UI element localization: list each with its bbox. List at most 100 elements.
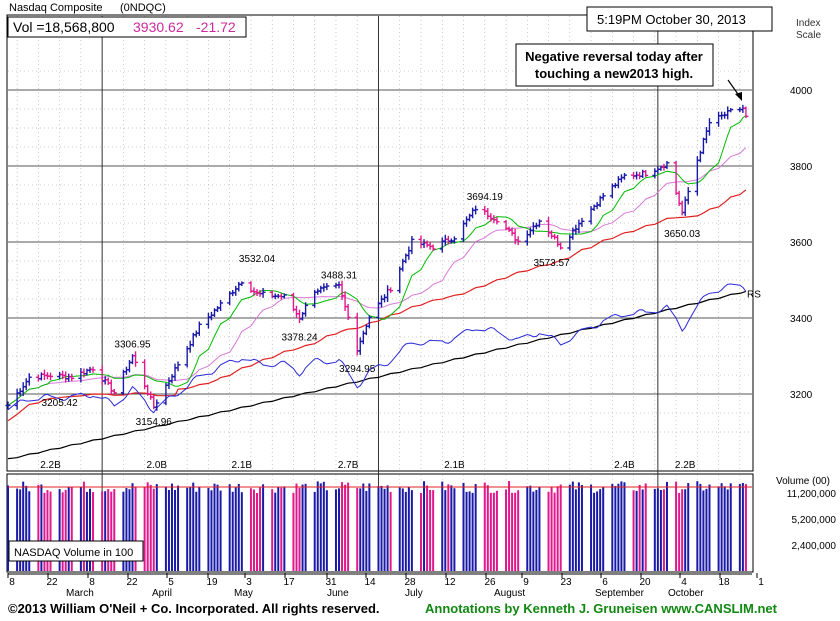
price-bar [111,388,117,395]
volume-bar [174,489,177,571]
volume-bar [19,489,22,571]
volume-bar [641,489,644,571]
volume-bar [717,486,720,571]
volume-bar [593,492,596,571]
volume-bar [25,485,28,571]
volume-bar [486,485,489,571]
volume-bar [58,489,61,571]
volume-bars: 2.2B 2.0B 2.1B 2.7B 2.1B 2.4B 2.2B [7,460,752,571]
volume-bar [577,482,580,571]
volume-bar [277,487,280,571]
volume-scale-label: Volume (00) [776,476,830,487]
ma-21-line [7,147,747,406]
volume-bar [256,492,259,571]
volume-bar [404,491,407,571]
volume-bar [365,490,368,571]
volume-bar [28,491,31,571]
price-bar [218,299,224,311]
volume-tick-label: 2,400,000 [792,541,837,552]
price-panel [6,14,754,472]
volume-peak-label: 2.4B [614,460,635,471]
volume-bar [164,487,167,571]
x-tick-label: 20 [639,577,651,588]
ma-50-line [7,189,747,422]
x-tick-label: 18 [718,577,730,588]
price-label: 3488.31 [321,270,358,281]
volume-bar [386,485,389,571]
y-tick-label: 3600 [790,238,813,249]
volume-peak-label: 2.1B [232,460,253,471]
volume-bar [79,486,82,571]
volume-bar [447,484,450,571]
volume-peak-label: 2.0B [147,460,168,471]
volume-peak-label: 2.2B [675,460,696,471]
volume-bar [240,492,243,571]
volume-bar [298,487,301,571]
month-label: October [668,588,704,599]
volume-bar [70,486,73,571]
volume-bar [547,491,550,571]
month-label: September [595,588,645,599]
volume-bar [149,484,152,571]
volume-bar [708,484,711,571]
price-bar [706,118,712,136]
volume-bar [656,488,659,571]
price-bar [388,287,394,293]
price-bar [579,217,585,227]
x-tick-label: 22 [126,577,138,588]
moving-averages: RS [7,115,761,460]
price-bar [664,160,670,170]
volume-bar [319,483,322,571]
volume-bar [189,487,192,571]
month-label: April [152,588,172,599]
volume-bar [590,484,593,571]
volume-bar [611,483,614,571]
x-tick-label: 12 [444,577,456,588]
volume-tick-label: 5,200,000 [792,515,837,526]
volume-bar [344,484,347,571]
volume-bar [177,485,180,571]
volume-bar [468,491,471,571]
volume-bar [122,491,125,571]
price-label: 3378.24 [281,332,318,343]
month-label: March [66,588,94,599]
volume-bar [49,491,52,571]
rs-line [7,283,747,414]
volume-bar [483,482,486,571]
month-label: July [405,588,423,599]
price-bar [239,281,245,286]
volume-peak-label: 2.2B [40,460,61,471]
volume-bar [532,491,535,571]
volume-bar [632,490,635,571]
volume-bar [101,491,104,571]
volume-bar [231,491,234,571]
volume-bar [729,483,732,571]
volume-bar [383,488,386,571]
price-bars [5,104,749,411]
volume-bar [134,487,137,571]
volume-bar [368,483,371,571]
price-bar [536,219,542,228]
price-label: 3294.95 [339,364,376,375]
x-tick-label: 4 [681,577,687,588]
copyright: ©2013 William O'Neil + Co. Incorporated.… [8,601,380,616]
volume-bar [535,489,538,571]
price-bar [345,303,351,321]
volume-bar [259,487,262,571]
volume-bar [471,492,474,571]
grid [8,16,752,571]
volume-bar [514,492,517,571]
volume-bar [599,489,602,571]
y-tick-label: 4000 [790,86,813,97]
volume-bar [46,490,49,571]
volume-bar [559,484,562,571]
volume-bar [61,492,64,571]
volume-bar [492,492,495,571]
volume-bar [186,487,189,571]
index-symbol: (0NDQC) [120,2,166,14]
volume-bar [216,484,219,571]
volume-bar [653,488,656,571]
volume-bar [389,491,392,571]
volume-bar [88,488,91,571]
